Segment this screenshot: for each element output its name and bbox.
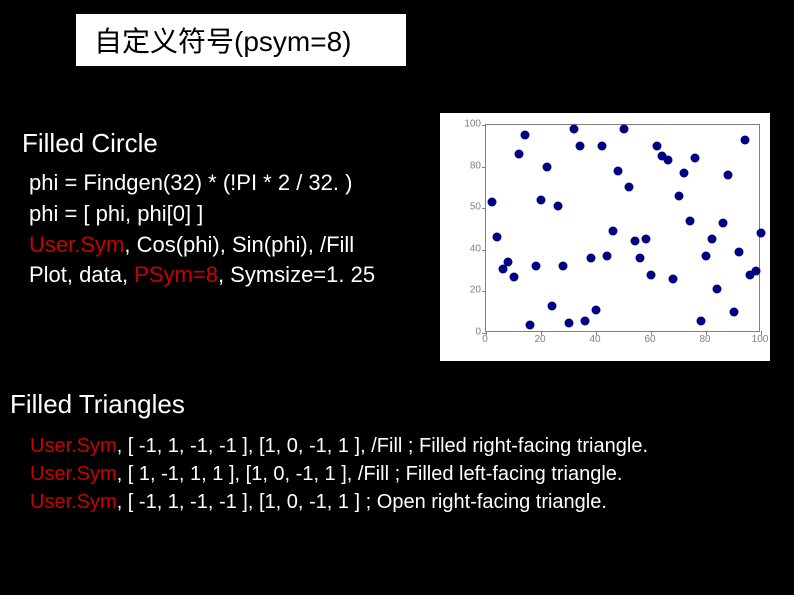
- scatter-point: [757, 229, 766, 238]
- y-tick: [482, 250, 486, 251]
- scatter-point: [724, 170, 733, 179]
- scatter-point: [663, 156, 672, 165]
- keyword-usersym: User.Sym: [30, 435, 117, 457]
- keyword-psym: PSym=8: [134, 262, 218, 287]
- title-box: 自定义符号(psym=8): [76, 14, 406, 66]
- scatter-point: [685, 216, 694, 225]
- code-text: , Symsize=1. 25: [218, 262, 375, 287]
- heading-filled-circle: Filled Circle: [22, 128, 158, 159]
- x-axis-label: 80: [699, 334, 710, 345]
- y-axis-label: 0: [475, 327, 481, 338]
- code-line: phi = [ phi, phi[0] ]: [29, 199, 375, 230]
- scatter-point: [564, 318, 573, 327]
- scatter-point: [702, 252, 711, 261]
- scatter-point: [740, 135, 749, 144]
- scatter-point: [729, 308, 738, 317]
- scatter-point: [537, 195, 546, 204]
- scatter-point: [707, 235, 716, 244]
- scatter-point: [652, 141, 661, 150]
- keyword-usersym: User.Sym: [30, 491, 117, 513]
- scatter-point: [586, 254, 595, 263]
- scatter-point: [493, 233, 502, 242]
- scatter-point: [713, 285, 722, 294]
- scatter-point: [691, 154, 700, 163]
- title-text: 自定义符号(psym=8): [94, 26, 351, 57]
- scatter-point: [614, 166, 623, 175]
- scatter-point: [531, 262, 540, 271]
- y-axis-label: 100: [464, 119, 481, 130]
- scatter-point: [751, 266, 760, 275]
- scatter-point: [581, 316, 590, 325]
- code-line: User.Sym, Cos(phi), Sin(phi), /Fill: [29, 230, 375, 261]
- scatter-point: [548, 301, 557, 310]
- x-axis-label: 20: [534, 334, 545, 345]
- scatter-point: [619, 125, 628, 134]
- x-axis-label: 60: [644, 334, 655, 345]
- scatter-point: [526, 320, 535, 329]
- heading-filled-triangles: Filled Triangles: [10, 389, 185, 420]
- scatter-point: [542, 162, 551, 171]
- scatter-point: [669, 274, 678, 283]
- code-line: User.Sym, [ 1, -1, 1, 1 ], [1, 0, -1, 1 …: [30, 460, 648, 488]
- scatter-point: [718, 218, 727, 227]
- scatter-point: [696, 316, 705, 325]
- code-text: , [ 1, -1, 1, 1 ], [1, 0, -1, 1 ], /Fill…: [117, 463, 623, 485]
- scatter-point: [603, 252, 612, 261]
- scatter-point: [674, 191, 683, 200]
- x-axis-label: 100: [752, 334, 769, 345]
- scatter-point: [487, 197, 496, 206]
- scatter-point: [625, 183, 634, 192]
- scatter-point: [553, 202, 562, 211]
- y-axis-label: 80: [470, 160, 481, 171]
- scatter-point: [641, 235, 650, 244]
- scatter-point: [592, 306, 601, 315]
- keyword-usersym: User.Sym: [29, 232, 124, 257]
- x-axis-label: 0: [482, 334, 488, 345]
- scatter-point: [647, 270, 656, 279]
- scatter-point: [559, 262, 568, 271]
- y-axis-label: 50: [470, 202, 481, 213]
- code-line: User.Sym, [ -1, 1, -1, -1 ], [1, 0, -1, …: [30, 488, 648, 516]
- code-line: Plot, data, PSym=8, Symsize=1. 25: [29, 260, 375, 291]
- code-text: Plot, data,: [29, 262, 134, 287]
- scatter-point: [680, 168, 689, 177]
- plot-area: [485, 124, 760, 332]
- scatter-point: [504, 258, 513, 267]
- y-tick: [482, 125, 486, 126]
- scatter-point: [515, 150, 524, 159]
- scatter-point: [509, 272, 518, 281]
- scatter-point: [735, 247, 744, 256]
- y-tick: [482, 208, 486, 209]
- code-line: User.Sym, [ -1, 1, -1, -1 ], [1, 0, -1, …: [30, 432, 648, 460]
- y-tick: [482, 291, 486, 292]
- code-text: , [ -1, 1, -1, -1 ], [1, 0, -1, 1 ], /Fi…: [117, 435, 648, 457]
- code-block-filled-triangles: User.Sym, [ -1, 1, -1, -1 ], [1, 0, -1, …: [30, 432, 648, 516]
- x-axis-label: 40: [589, 334, 600, 345]
- code-text: , Cos(phi), Sin(phi), /Fill: [124, 232, 354, 257]
- y-tick: [482, 167, 486, 168]
- keyword-usersym: User.Sym: [30, 463, 117, 485]
- scatter-chart: 0 20 40 50 80 100 0 20 40 60 80 100: [440, 113, 770, 361]
- code-text: , [ -1, 1, -1, -1 ], [1, 0, -1, 1 ] ; Op…: [117, 491, 607, 513]
- scatter-point: [597, 141, 606, 150]
- scatter-point: [570, 125, 579, 134]
- scatter-point: [520, 131, 529, 140]
- y-axis-label: 40: [470, 243, 481, 254]
- scatter-point: [608, 227, 617, 236]
- y-axis-label: 20: [470, 285, 481, 296]
- code-block-filled-circle: phi = Findgen(32) * (!PI * 2 / 32. ) phi…: [29, 168, 375, 291]
- code-line: phi = Findgen(32) * (!PI * 2 / 32. ): [29, 168, 375, 199]
- scatter-point: [575, 141, 584, 150]
- scatter-point: [636, 254, 645, 263]
- scatter-point: [630, 237, 639, 246]
